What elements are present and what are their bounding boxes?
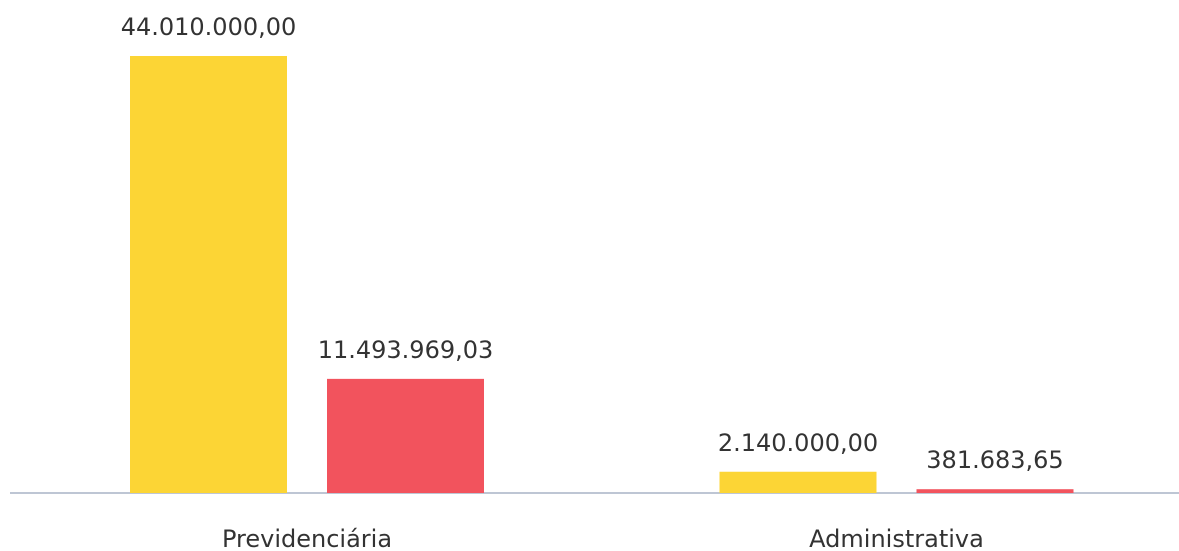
bar <box>719 471 877 493</box>
value-label: 381.683,65 <box>926 446 1063 474</box>
bar <box>130 56 287 493</box>
value-label: 2.140.000,00 <box>718 429 878 457</box>
value-label: 44.010.000,00 <box>121 13 297 41</box>
x-tick-label: Previdenciária <box>222 525 392 551</box>
value-label: 11.493.969,03 <box>318 336 494 364</box>
bar <box>916 489 1074 493</box>
x-tick-label: Administrativa <box>809 525 984 551</box>
bar <box>327 378 484 493</box>
